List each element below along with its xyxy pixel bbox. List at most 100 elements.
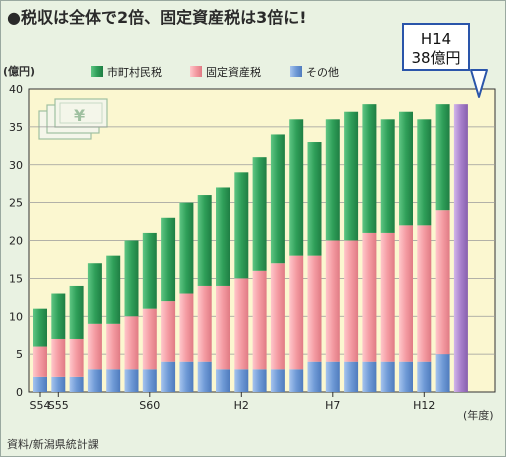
bar-S62-固定資産税: [179, 293, 194, 362]
bar-H3-市町村民税: [252, 157, 267, 271]
legend-label-固定資産税: 固定資産税: [206, 65, 261, 79]
bar-H3-その他: [252, 369, 267, 392]
x-tick-label-H12: H12: [413, 399, 435, 412]
x-tick-label-S54: S54: [30, 399, 51, 412]
bar-H13-市町村民税: [435, 104, 450, 211]
bar-S57-市町村民税: [87, 263, 102, 324]
bar-H6-市町村民税: [307, 142, 322, 256]
y-tick-label-15: 15: [9, 272, 23, 285]
bar-S57-固定資産税: [87, 323, 102, 370]
y-tick-label-35: 35: [9, 121, 23, 134]
chart-title: ●税収は全体で2倍、固定資産税は3倍に!: [7, 8, 307, 27]
y-axis-label: (億円): [3, 64, 35, 78]
bar-H9-その他: [362, 361, 377, 392]
bar-S63-固定資産税: [197, 285, 212, 362]
bar-H4-市町村民税: [270, 134, 285, 264]
legend-label-その他: その他: [306, 66, 339, 79]
bar-S59-その他: [124, 369, 139, 392]
source-note: 資料/新潟県統計課: [7, 437, 99, 451]
legend-swatch-固定資産税: [190, 66, 202, 77]
y-axis-ticks: 0 5 10 15 20 25 30 35 40: [9, 83, 23, 399]
bar-S59-市町村民税: [124, 240, 139, 317]
bar-H5-市町村民税: [289, 119, 304, 256]
bar-S56-市町村民税: [69, 285, 84, 339]
bar-H4-固定資産税: [270, 263, 285, 370]
bar-H5-固定資産税: [289, 255, 304, 370]
bar-H2-固定資産税: [234, 278, 249, 370]
bar-H5-その他: [289, 369, 304, 392]
svg-text:¥: ¥: [74, 106, 85, 125]
legend: 市町村民税 固定資産税 その他: [91, 65, 339, 79]
bar-S62-その他: [179, 361, 194, 392]
bar-S61-固定資産税: [161, 301, 176, 362]
bar-H12-その他: [417, 361, 432, 392]
x-tick-label-H2: H2: [234, 399, 249, 412]
bar-H10-固定資産税: [380, 232, 395, 362]
bar-S63-市町村民税: [197, 195, 212, 286]
bar-H14-total: [453, 104, 468, 393]
bar-S61-その他: [161, 361, 176, 392]
bar-S54-市町村民税: [33, 308, 47, 347]
y-tick-label-30: 30: [9, 159, 23, 172]
bar-H13-その他: [435, 354, 450, 392]
bar-H11-固定資産税: [399, 225, 413, 362]
bar-H2-その他: [234, 369, 249, 392]
bar-S58-その他: [106, 369, 121, 392]
bar-S58-市町村民税: [106, 255, 121, 324]
x-tick-label-S60: S60: [139, 399, 160, 412]
bar-S55-固定資産税: [51, 338, 66, 377]
bar-S54-固定資産税: [33, 346, 47, 377]
bars: [33, 104, 468, 393]
bar-S54-その他: [33, 376, 47, 392]
y-tick-label-25: 25: [9, 197, 23, 210]
bar-H7-その他: [325, 361, 340, 392]
bar-H3-固定資産税: [252, 270, 267, 370]
h14-callout: H14 38億円: [402, 23, 488, 98]
bar-S59-固定資産税: [124, 316, 139, 370]
money-bills-icon: ¥: [38, 98, 108, 140]
h14-callout-box: [402, 23, 470, 71]
bar-S58-固定資産税: [106, 323, 121, 370]
bar-H13-固定資産税: [435, 210, 450, 355]
bar-H6-その他: [307, 361, 322, 392]
bar-H11-市町村民税: [399, 111, 413, 226]
bar-H6-固定資産税: [307, 255, 322, 362]
bar-S60-市町村民税: [142, 232, 157, 309]
bar-H8-その他: [344, 361, 359, 392]
x-tick-label-H7: H7: [325, 399, 340, 412]
bar-H9-市町村民税: [362, 104, 377, 233]
bar-H1-市町村民税: [216, 187, 230, 286]
y-tick-label-10: 10: [9, 310, 23, 323]
bar-H2-市町村民税: [234, 172, 249, 279]
bar-H1-固定資産税: [216, 285, 230, 370]
bar-S60-固定資産税: [142, 308, 157, 370]
bar-H11-その他: [399, 361, 413, 392]
bar-S56-固定資産税: [69, 338, 84, 377]
bar-S60-その他: [142, 369, 157, 392]
bar-H10-その他: [380, 361, 395, 392]
bar-H9-固定資産税: [362, 232, 377, 362]
bar-H1-その他: [216, 369, 230, 392]
bar-S63-その他: [197, 361, 212, 392]
bar-S62-市町村民税: [179, 202, 194, 294]
y-tick-label-20: 20: [9, 235, 23, 248]
y-tick-label-40: 40: [9, 83, 23, 96]
bar-H12-市町村民税: [417, 119, 432, 226]
bar-S61-市町村民税: [161, 217, 176, 302]
bar-H4-その他: [270, 369, 285, 392]
bar-S57-その他: [87, 369, 102, 392]
h14-callout-year: H14: [421, 30, 451, 48]
h14-callout-value: 38億円: [411, 49, 460, 67]
bar-H12-固定資産税: [417, 225, 432, 362]
bar-H7-固定資産税: [325, 240, 340, 362]
x-axis-label: (年度): [463, 408, 494, 422]
bar-S56-その他: [69, 376, 84, 392]
legend-swatch-その他: [290, 66, 302, 77]
bar-S55-市町村民税: [51, 293, 66, 339]
h14-callout-pointer: [470, 69, 488, 98]
bar-H7-市町村民税: [325, 119, 340, 241]
bar-H8-固定資産税: [344, 240, 359, 362]
